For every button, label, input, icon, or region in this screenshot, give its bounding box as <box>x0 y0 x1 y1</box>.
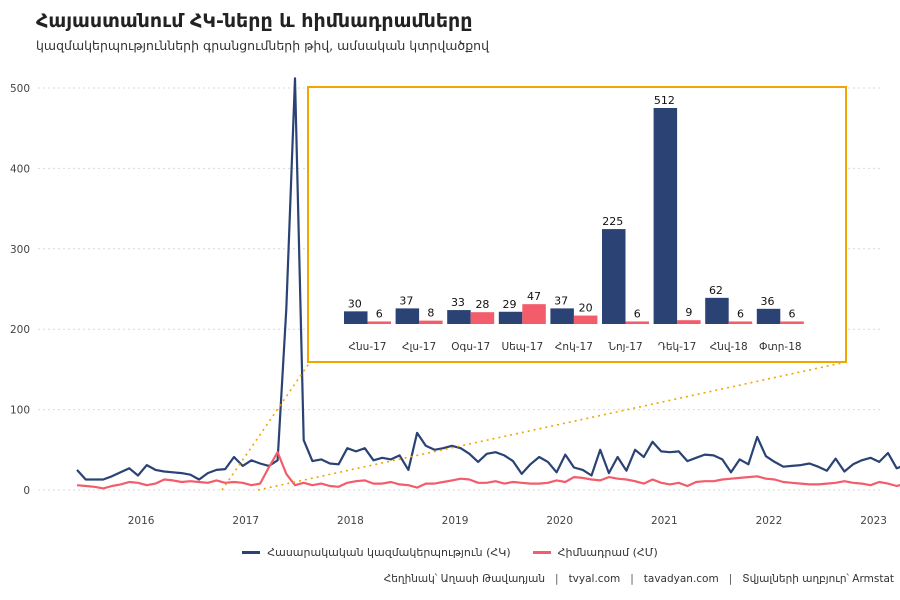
bar-label-hh: 28 <box>475 298 489 311</box>
bar-label-hk: 36 <box>761 295 775 308</box>
legend-item-hh: Հիմնադրամ (ՀՄ) <box>532 546 658 559</box>
footer: Հեղինակ՝ Աղասի Թավադյան | tvyal.com | ta… <box>384 573 894 585</box>
bar-hk <box>344 311 368 324</box>
y-tick-label: 0 <box>23 485 30 497</box>
bar-label-hk: 30 <box>348 297 362 310</box>
footer-separator: | <box>630 573 634 585</box>
bar-hh <box>419 320 443 324</box>
legend-item-hk: Հասարակական կազմակերպություն (ՀԿ) <box>242 546 511 559</box>
bar-label-hh: 6 <box>634 307 641 320</box>
inset-category-label: Փտր-18 <box>759 341 802 353</box>
chart-title: Հայաստանում ՀԿ-ները և հիմնադրամները <box>36 10 473 32</box>
bar-label-hh: 6 <box>789 307 796 320</box>
bar-label-hh: 47 <box>527 290 541 303</box>
bar-label-hk: 512 <box>654 94 675 107</box>
bar-hk <box>447 310 471 324</box>
bar-hh <box>573 315 598 324</box>
x-tick-label: 2023 <box>860 515 887 527</box>
y-tick-label: 300 <box>10 244 30 256</box>
bar-hh <box>367 321 391 324</box>
footer-source: Տվյալների աղբյուր՝ Armstat <box>742 573 894 585</box>
bar-label-hh: 9 <box>685 306 692 319</box>
bar-hk <box>653 108 678 324</box>
bar-label-hk: 225 <box>602 215 623 228</box>
bar-hk <box>756 308 781 324</box>
bar-hh <box>728 321 753 324</box>
bar-hk <box>395 308 420 324</box>
x-tick-label: 2020 <box>546 515 573 527</box>
inset-category-label: Օգս-17 <box>451 341 490 353</box>
bar-label-hh: 6 <box>376 307 383 320</box>
chart-subtitle: կազմակերպությունների գրանցումների թիվ, ա… <box>36 38 489 53</box>
series-line-hk <box>76 77 900 481</box>
footer-separator: | <box>555 573 559 585</box>
inset-category-label: Հնվ-18 <box>710 341 748 353</box>
inset-category-label: Դեկ-17 <box>658 341 696 353</box>
legend-swatch-hk <box>242 551 261 554</box>
inset-category-label: Սեպ-17 <box>501 341 543 353</box>
bar-label-hk: 37 <box>399 294 413 307</box>
x-tick-label: 2018 <box>337 515 364 527</box>
bar-hh <box>470 312 495 324</box>
footer-separator: | <box>728 573 733 585</box>
inset-category-label: Հլս-17 <box>402 341 436 353</box>
legend-swatch-hh <box>532 551 551 554</box>
bar-hk <box>705 297 729 324</box>
legend-label-hh: Հիմնադրամ (ՀՄ) <box>557 546 658 559</box>
x-tick-label: 2019 <box>442 515 469 527</box>
footer-author: Հեղինակ՝ Աղասի Թավադյան <box>383 573 546 585</box>
bar-hk <box>498 311 523 324</box>
bar-hh <box>780 321 804 324</box>
bar-hh <box>677 320 701 324</box>
legend-label-hk: Հասարակական կազմակերպություն (ՀԿ) <box>267 546 511 559</box>
inset-category-label: Նոյ-17 <box>608 341 642 353</box>
bar-label-hh: 8 <box>427 307 434 320</box>
bar-label-hk: 29 <box>503 298 517 311</box>
bar-hh <box>522 304 546 324</box>
bar-label-hh: 6 <box>737 307 744 320</box>
bar-hk <box>602 229 626 324</box>
x-tick-label: 2022 <box>756 515 783 527</box>
x-tick-label: 2017 <box>232 515 259 527</box>
inset-category-label: Հնս-17 <box>349 341 387 353</box>
x-tick-label: 2021 <box>651 515 678 527</box>
zoom-connector-right <box>257 361 847 491</box>
bar-hk <box>550 308 574 324</box>
bar-label-hh: 20 <box>579 302 593 315</box>
series-line-hh <box>76 451 900 490</box>
y-tick-label: 400 <box>10 163 30 175</box>
footer-site-2: tavadyan.com <box>643 573 719 585</box>
footer-site-1: tvyal.com <box>568 573 621 585</box>
zoom-connector-left <box>221 361 311 491</box>
bar-label-hk: 62 <box>709 284 723 297</box>
bar-label-hk: 37 <box>554 294 568 307</box>
y-tick-label: 100 <box>10 405 30 417</box>
bar-hh <box>625 321 649 324</box>
y-tick-label: 500 <box>10 83 30 95</box>
y-tick-label: 200 <box>10 324 30 336</box>
legend: Հասարակական կազմակերպություն (ՀԿ) Հիմնադ… <box>0 546 900 559</box>
bar-label-hk: 33 <box>451 296 465 309</box>
inset-category-label: Հոկ-17 <box>555 341 593 353</box>
x-tick-label: 2016 <box>128 515 155 527</box>
